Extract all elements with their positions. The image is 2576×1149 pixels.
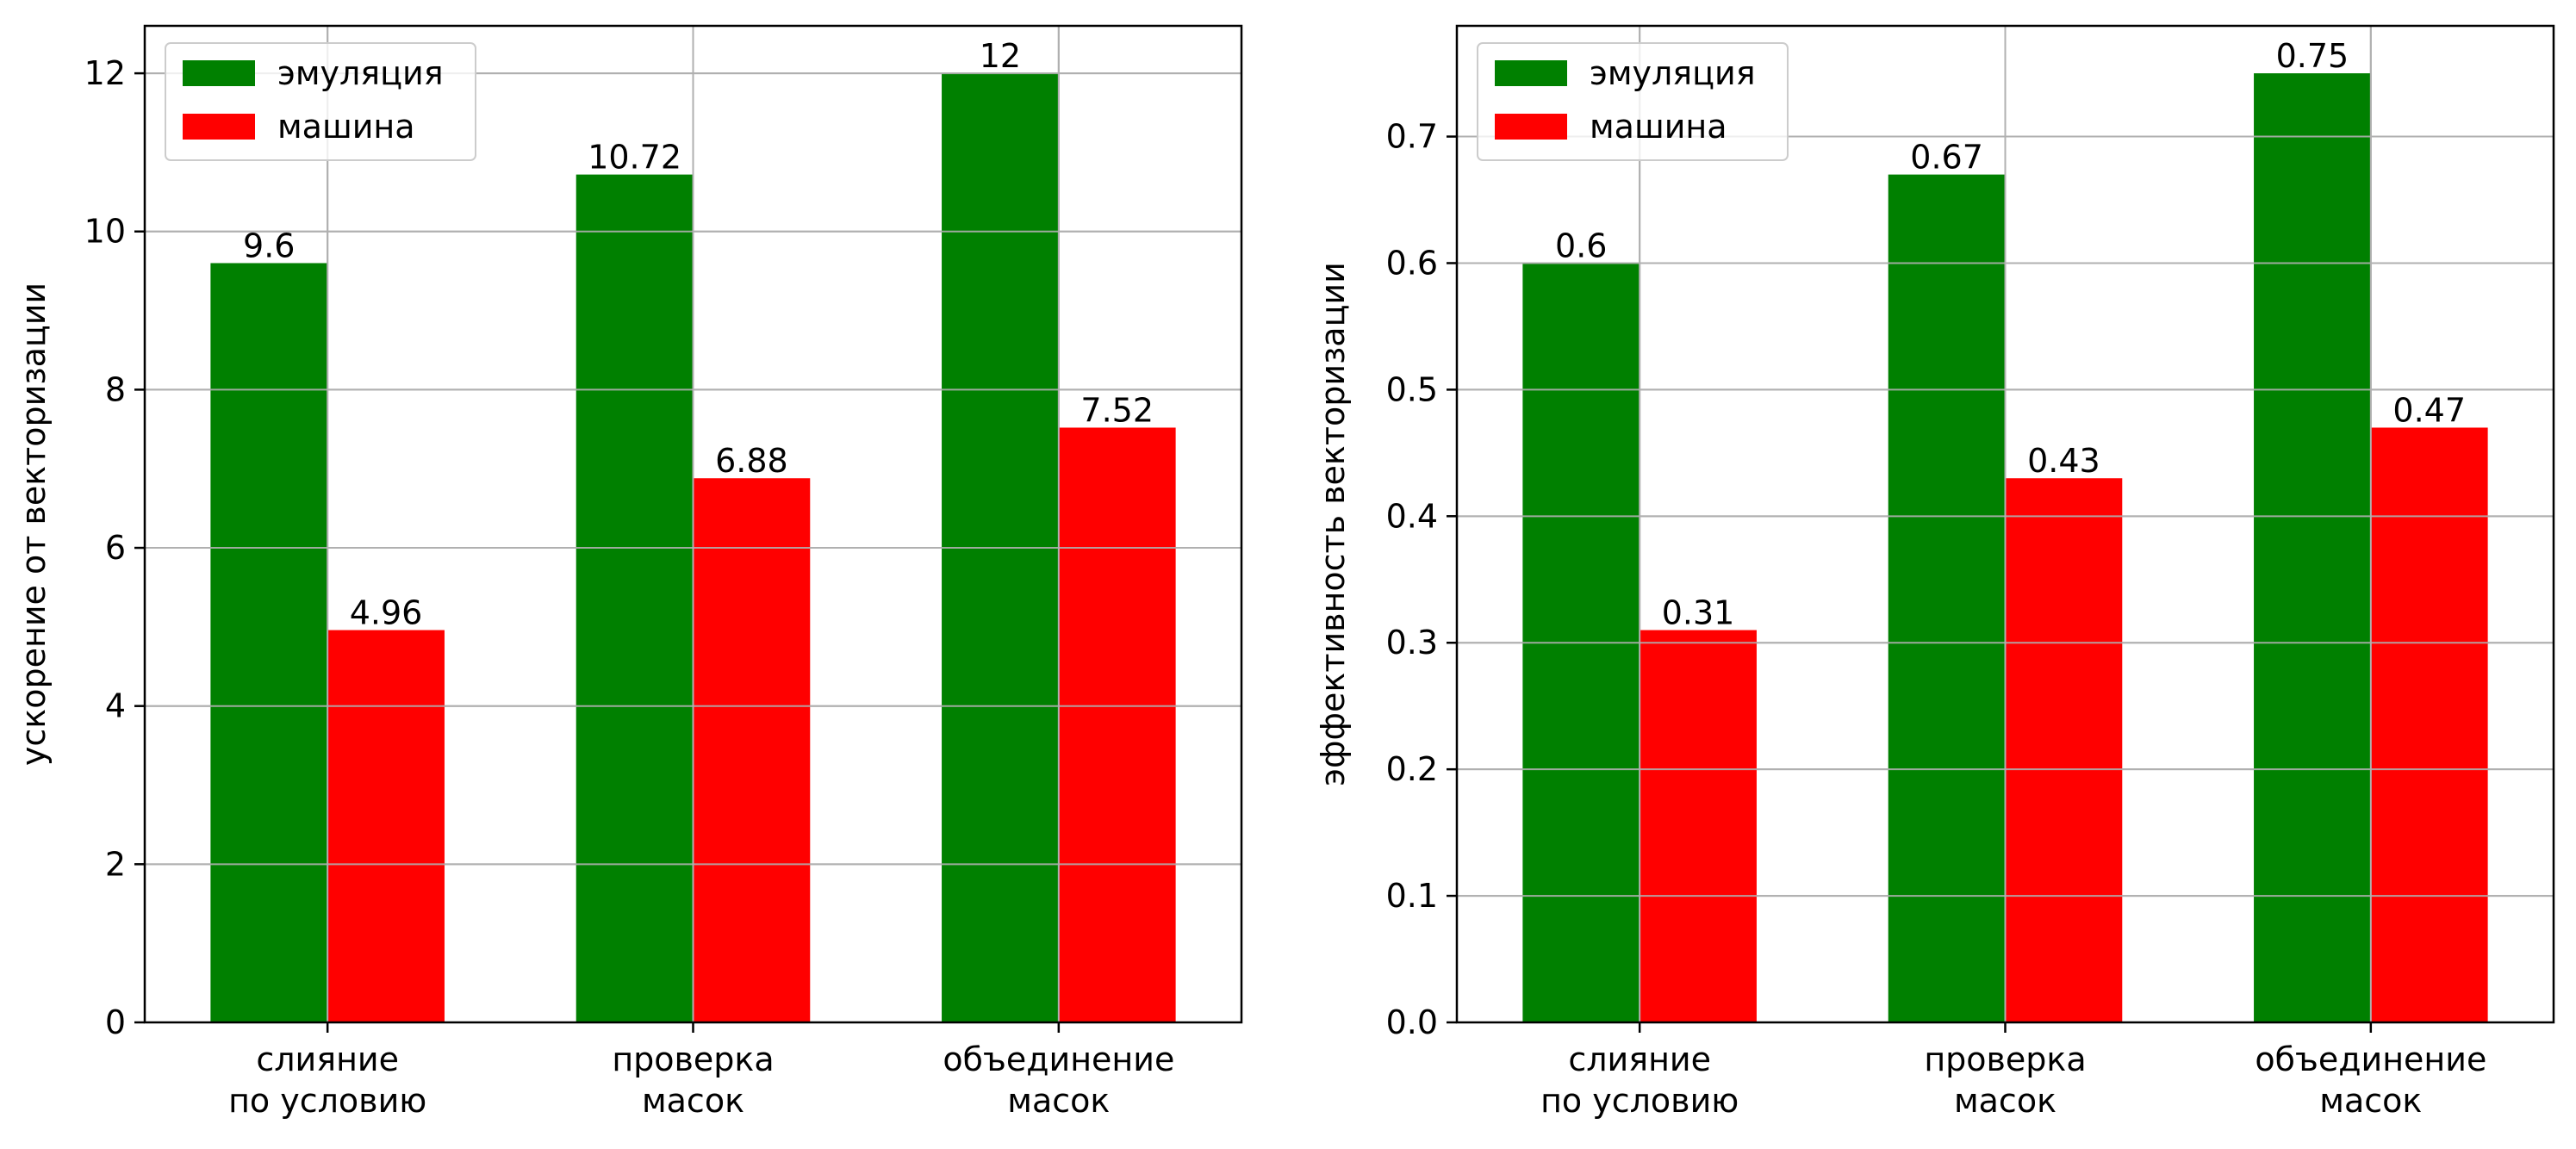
legend-swatch bbox=[1495, 60, 1567, 86]
y-tick-label: 2 bbox=[105, 845, 126, 883]
bar-machine bbox=[1058, 427, 1176, 1022]
x-tick-label: масок bbox=[642, 1082, 744, 1120]
y-axis-label: эффективность векторизации bbox=[1314, 262, 1352, 786]
x-tick-label: проверка bbox=[1924, 1040, 2086, 1078]
data-label: 10.72 bbox=[588, 139, 681, 177]
data-label: 0.75 bbox=[2276, 37, 2349, 75]
x-axis: слияние по условию проверка масок объединени… bbox=[228, 1022, 1174, 1120]
x-tick-label: объединение bbox=[943, 1040, 1174, 1078]
data-label: 6.88 bbox=[715, 442, 788, 480]
efficiency-chart: 0.60.670.750.310.430.470.00.10.20.30.40.… bbox=[1314, 24, 2555, 1120]
legend-swatch bbox=[183, 114, 255, 140]
data-labels: 0.6 0.67 0.75 0.31 0.43 0.47 bbox=[1555, 37, 2466, 631]
bar-emulation bbox=[2254, 73, 2371, 1023]
y-tick-label: 12 bbox=[84, 54, 126, 92]
y-tick-label: 0.7 bbox=[1386, 118, 1438, 156]
bar-emulation bbox=[210, 263, 328, 1022]
legend-label: машина bbox=[1590, 108, 1727, 146]
y-axis-label: ускорение от векторизации bbox=[15, 283, 53, 766]
x-tick-label: масок bbox=[2319, 1082, 2422, 1120]
bar-machine bbox=[327, 630, 445, 1022]
legend-swatch bbox=[183, 60, 255, 86]
data-label: 0.6 bbox=[1555, 227, 1607, 264]
data-label: 0.67 bbox=[1910, 139, 1983, 177]
legend-label: машина bbox=[277, 108, 415, 146]
legend-label: эмуляция bbox=[1590, 54, 1756, 92]
bar-machine bbox=[693, 478, 811, 1022]
y-tick-label: 10 bbox=[84, 213, 126, 251]
data-label: 0.43 bbox=[2027, 442, 2100, 480]
y-tick-label: 6 bbox=[105, 529, 126, 567]
y-tick-label: 0.1 bbox=[1386, 877, 1438, 915]
x-tick-label: слияние bbox=[256, 1040, 399, 1078]
bar-machine bbox=[2370, 427, 2488, 1022]
grid-overlay bbox=[145, 26, 1241, 1023]
legend: эмуляция машина bbox=[165, 42, 476, 161]
y-axis: 0 2 4 6 8 10 12 bbox=[84, 54, 145, 1041]
x-axis: слияние по условию проверка масок объединени… bbox=[1540, 1022, 2486, 1120]
speedup-chart: 9.6 10.72 12 4.96 6.88 7.52 0 2 4 6 8 10 12 ускорение… bbox=[15, 24, 1243, 1120]
data-labels: 9.6 10.72 12 4.96 6.88 7.52 bbox=[243, 37, 1154, 631]
bar-emulation bbox=[1888, 174, 2006, 1023]
y-tick-label: 0.6 bbox=[1386, 244, 1438, 282]
y-tick-label: 0.3 bbox=[1386, 624, 1438, 661]
y-tick-label: 4 bbox=[105, 687, 126, 725]
data-label: 9.6 bbox=[243, 227, 295, 264]
bar-emulation bbox=[576, 174, 694, 1023]
legend-label: эмуляция bbox=[277, 54, 444, 92]
y-tick-label: 0.5 bbox=[1386, 370, 1438, 408]
x-tick-label: слияние bbox=[1568, 1040, 1711, 1078]
data-label: 0.31 bbox=[1662, 594, 1735, 632]
data-label: 7.52 bbox=[1080, 391, 1154, 429]
y-tick-label: 0.2 bbox=[1386, 750, 1438, 788]
bar-machine bbox=[1640, 630, 1757, 1022]
y-tick-label: 0.4 bbox=[1386, 497, 1438, 535]
data-label: 0.47 bbox=[2392, 391, 2466, 429]
y-tick-label: 0.0 bbox=[1386, 1003, 1438, 1041]
y-axis: 0.0 0.1 0.2 0.3 0.4 0.5 0.6 0.7 bbox=[1386, 118, 1457, 1041]
legend: эмуляция машина bbox=[1477, 42, 1789, 161]
legend-swatch bbox=[1495, 114, 1567, 140]
x-tick-label: по условию bbox=[1540, 1082, 1739, 1120]
x-tick-label: проверка bbox=[612, 1040, 774, 1078]
y-tick-label: 8 bbox=[105, 370, 126, 408]
data-label: 4.96 bbox=[350, 594, 423, 632]
data-label: 12 bbox=[980, 37, 1021, 75]
y-tick-label: 0 bbox=[105, 1003, 126, 1041]
x-tick-label: по условию bbox=[228, 1082, 426, 1120]
bar-machine bbox=[2005, 478, 2123, 1022]
x-tick-label: объединение bbox=[2255, 1040, 2486, 1078]
x-tick-label: масок bbox=[1954, 1082, 2056, 1120]
x-tick-label: масок bbox=[1007, 1082, 1110, 1120]
